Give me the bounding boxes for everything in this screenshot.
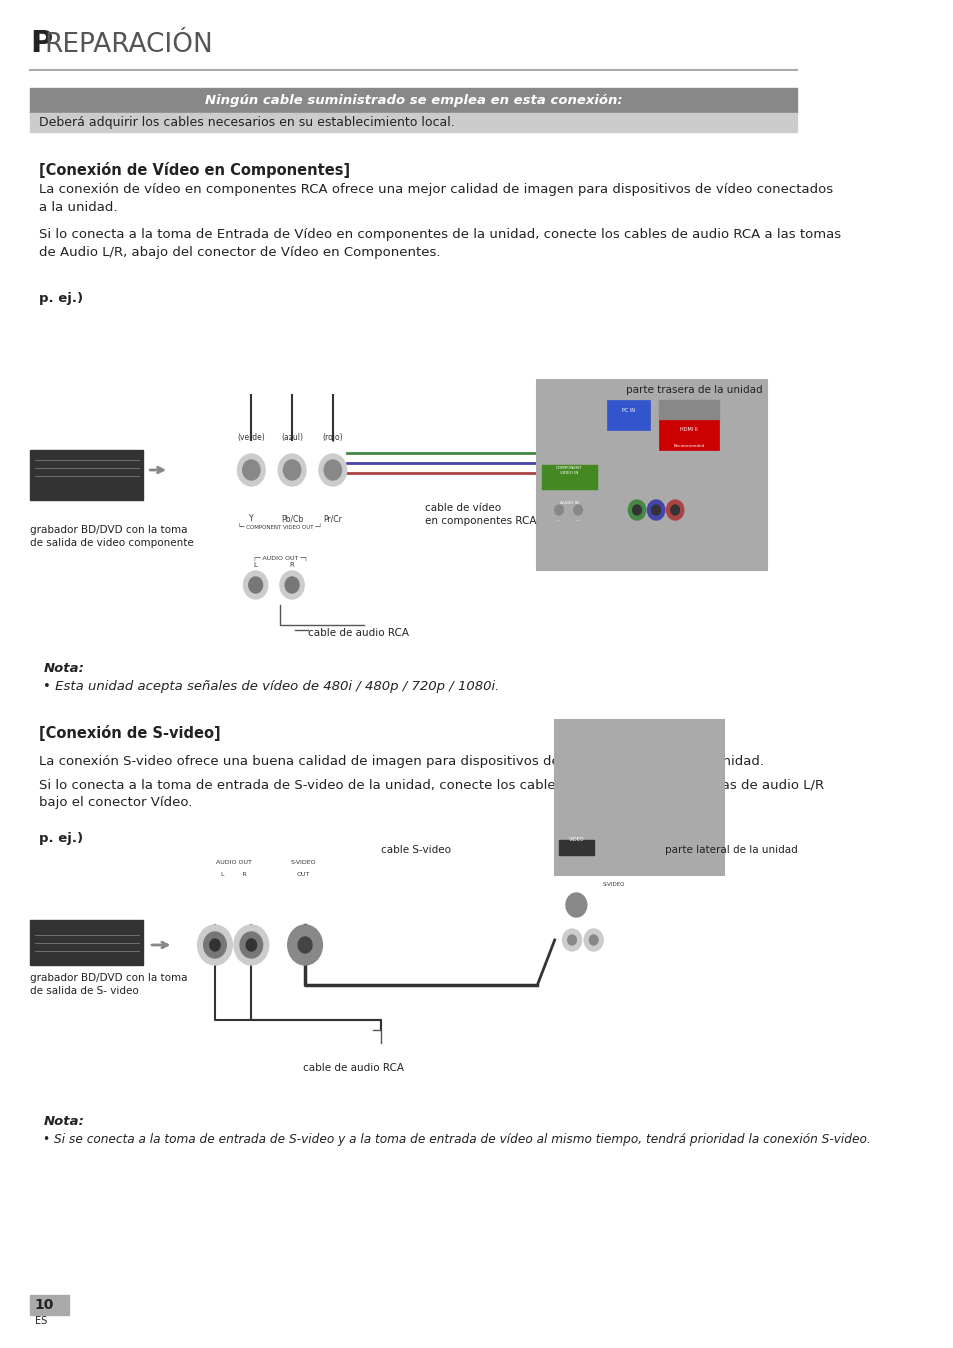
Text: p. ej.): p. ej.) [39,293,83,305]
Circle shape [324,460,341,480]
Text: Ningún cable suministrado se emplea en esta conexión:: Ningún cable suministrado se emplea en e… [205,94,622,106]
Bar [30,919,143,965]
Text: (rojo): (rojo) [322,433,343,442]
Text: AUDIO IN: AUDIO IN [559,501,578,506]
Bar [228,550,332,605]
Circle shape [249,577,262,593]
Text: └─ COMPONENT VIDEO OUT ─┘: └─ COMPONENT VIDEO OUT ─┘ [238,524,321,530]
Text: • Si se conecta a la toma de entrada de S-video y a la toma de entrada de vídeo : • Si se conecta a la toma de entrada de … [43,1134,870,1146]
Text: HDMI II: HDMI II [679,427,698,431]
Text: OUT: OUT [296,872,310,878]
Circle shape [298,937,312,953]
Circle shape [647,500,664,520]
Text: [Conexión de Vídeo en Componentes]: [Conexión de Vídeo en Componentes] [39,162,350,178]
Bar [658,400,719,421]
Text: L: L [253,562,257,568]
Text: Pb/Cb: Pb/Cb [281,514,303,523]
Circle shape [210,940,220,950]
Text: p. ej.): p. ej.) [39,832,83,845]
Text: parte lateral de la unidad: parte lateral de la unidad [664,845,797,855]
Text: grabador BD/DVD con la toma
de salida de S- video: grabador BD/DVD con la toma de salida de… [30,973,188,996]
Bar [554,720,723,875]
Text: AUDIO OUT: AUDIO OUT [215,860,252,865]
Circle shape [237,454,265,487]
Bar [606,400,649,430]
Circle shape [550,500,567,520]
Text: L         R: L R [221,872,247,878]
Circle shape [318,454,346,487]
Bar [537,380,766,570]
Circle shape [242,460,260,480]
Circle shape [288,925,322,965]
Circle shape [246,940,256,950]
Text: cable de vídeo
en componentes RCA: cable de vídeo en componentes RCA [424,503,536,526]
Text: ES: ES [34,1316,47,1326]
Bar [30,648,796,700]
Text: Deberá adquirir los cables necesarios en su establecimiento local.: Deberá adquirir los cables necesarios en… [39,116,455,129]
Circle shape [632,506,640,515]
Text: S-VIDEO: S-VIDEO [291,860,315,865]
Circle shape [589,936,598,945]
Text: cable de audio RCA: cable de audio RCA [303,1064,404,1073]
Circle shape [279,572,304,599]
Bar [658,421,719,450]
Circle shape [573,506,582,515]
Circle shape [285,577,298,593]
Circle shape [562,929,581,950]
Text: COMPONENT
VIDEO IN: COMPONENT VIDEO IN [556,466,582,474]
Text: R: R [290,562,294,568]
Circle shape [666,500,683,520]
Text: cable S-video: cable S-video [381,845,451,855]
Text: La conexión de vídeo en componentes RCA ofrece una mejor calidad de imagen para : La conexión de vídeo en componentes RCA … [39,183,832,214]
Text: P: P [30,30,52,58]
Text: Pr/Cr: Pr/Cr [323,514,342,523]
Circle shape [583,929,602,950]
Circle shape [203,931,226,958]
Text: Nota:: Nota: [43,662,84,675]
Text: Y: Y [249,514,253,523]
Bar [558,840,593,855]
Text: parte trasera de la unidad: parte trasera de la unidad [625,386,761,395]
Text: VIDEO: VIDEO [568,837,583,842]
Circle shape [670,506,679,515]
Circle shape [628,500,645,520]
Text: 10: 10 [34,1298,54,1312]
Circle shape [278,454,306,487]
Text: [Conexión de S-video]: [Conexión de S-video] [39,725,220,741]
Circle shape [233,925,269,965]
Bar [30,88,797,113]
Circle shape [651,506,659,515]
Text: (azul): (azul) [281,433,303,442]
Text: Recommended: Recommended [673,443,704,448]
Circle shape [554,506,563,515]
Circle shape [565,892,586,917]
Circle shape [567,936,576,945]
Circle shape [569,500,586,520]
Bar [30,113,797,132]
Text: Nota:: Nota: [43,1115,84,1128]
Bar [30,1103,796,1155]
Bar [541,465,598,491]
Text: cable de audio RCA: cable de audio RCA [308,628,408,638]
Bar [30,450,143,500]
Text: ┌─ AUDIO OUT ─┐: ┌─ AUDIO OUT ─┐ [253,555,307,561]
Text: La conexión S-video ofrece una buena calidad de imagen para dispositivos de víde: La conexión S-video ofrece una buena cal… [39,755,763,768]
Text: S-VIDEO: S-VIDEO [601,882,624,887]
Text: PC IN: PC IN [621,408,634,412]
Text: Si lo conecta a la toma de Entrada de Vídeo en componentes de la unidad, conecte: Si lo conecta a la toma de Entrada de Ví… [39,228,841,259]
Text: Si lo conecta a la toma de entrada de S-video de la unidad, conecte los cables d: Si lo conecta a la toma de entrada de S-… [39,778,823,809]
Bar [30,1295,70,1316]
Circle shape [283,460,300,480]
Circle shape [240,931,262,958]
Text: • Esta unidad acepta señales de vídeo de 480i / 480p / 720p / 1080i.: • Esta unidad acepta señales de vídeo de… [43,679,499,693]
Text: REPARACIÓN: REPARACIÓN [44,32,213,58]
Bar [221,430,346,530]
Circle shape [197,925,232,965]
Text: grabador BD/DVD con la toma
de salida de video componente: grabador BD/DVD con la toma de salida de… [30,524,193,549]
Bar [541,495,598,520]
Text: (verde): (verde) [237,433,265,442]
Bar [186,890,337,995]
Circle shape [243,572,268,599]
